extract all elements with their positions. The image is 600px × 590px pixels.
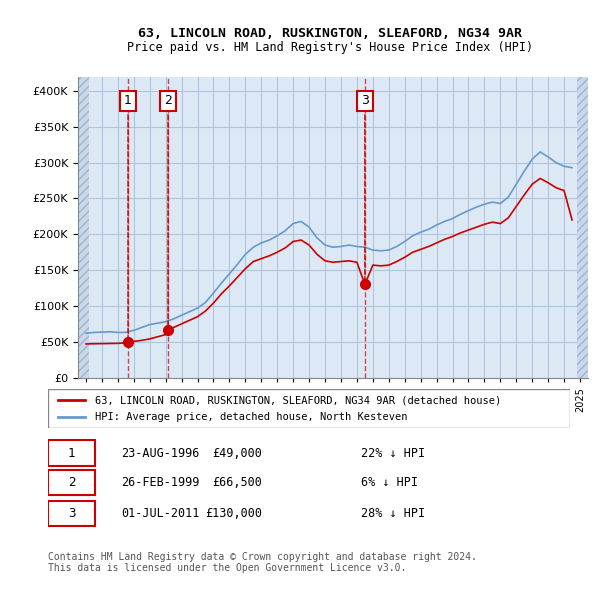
Text: HPI: Average price, detached house, North Kesteven: HPI: Average price, detached house, Nort… <box>95 412 407 422</box>
FancyBboxPatch shape <box>48 470 95 495</box>
Text: 3: 3 <box>68 507 75 520</box>
Text: 2: 2 <box>164 94 172 327</box>
Text: 28% ↓ HPI: 28% ↓ HPI <box>361 507 425 520</box>
Text: 1: 1 <box>124 94 132 340</box>
Bar <box>577 77 588 378</box>
Text: 63, LINCOLN ROAD, RUSKINGTON, SLEAFORD, NG34 9AR: 63, LINCOLN ROAD, RUSKINGTON, SLEAFORD, … <box>138 27 522 40</box>
Text: 01-JUL-2011: 01-JUL-2011 <box>121 507 199 520</box>
Text: 3: 3 <box>361 94 369 281</box>
Text: Contains HM Land Registry data © Crown copyright and database right 2024.: Contains HM Land Registry data © Crown c… <box>48 552 477 562</box>
Text: 2: 2 <box>68 476 75 489</box>
FancyBboxPatch shape <box>48 389 570 428</box>
Bar <box>78 77 89 378</box>
Text: This data is licensed under the Open Government Licence v3.0.: This data is licensed under the Open Gov… <box>48 563 406 573</box>
Text: £130,000: £130,000 <box>205 507 262 520</box>
Text: 6% ↓ HPI: 6% ↓ HPI <box>361 476 418 489</box>
Text: 23-AUG-1996: 23-AUG-1996 <box>121 447 199 460</box>
Text: £49,000: £49,000 <box>212 447 262 460</box>
Text: 63, LINCOLN ROAD, RUSKINGTON, SLEAFORD, NG34 9AR (detached house): 63, LINCOLN ROAD, RUSKINGTON, SLEAFORD, … <box>95 395 501 405</box>
Text: £66,500: £66,500 <box>212 476 262 489</box>
Text: 26-FEB-1999: 26-FEB-1999 <box>121 476 199 489</box>
Text: Price paid vs. HM Land Registry's House Price Index (HPI): Price paid vs. HM Land Registry's House … <box>127 41 533 54</box>
Text: 22% ↓ HPI: 22% ↓ HPI <box>361 447 425 460</box>
Text: 1: 1 <box>68 447 75 460</box>
FancyBboxPatch shape <box>48 441 95 466</box>
FancyBboxPatch shape <box>48 501 95 526</box>
